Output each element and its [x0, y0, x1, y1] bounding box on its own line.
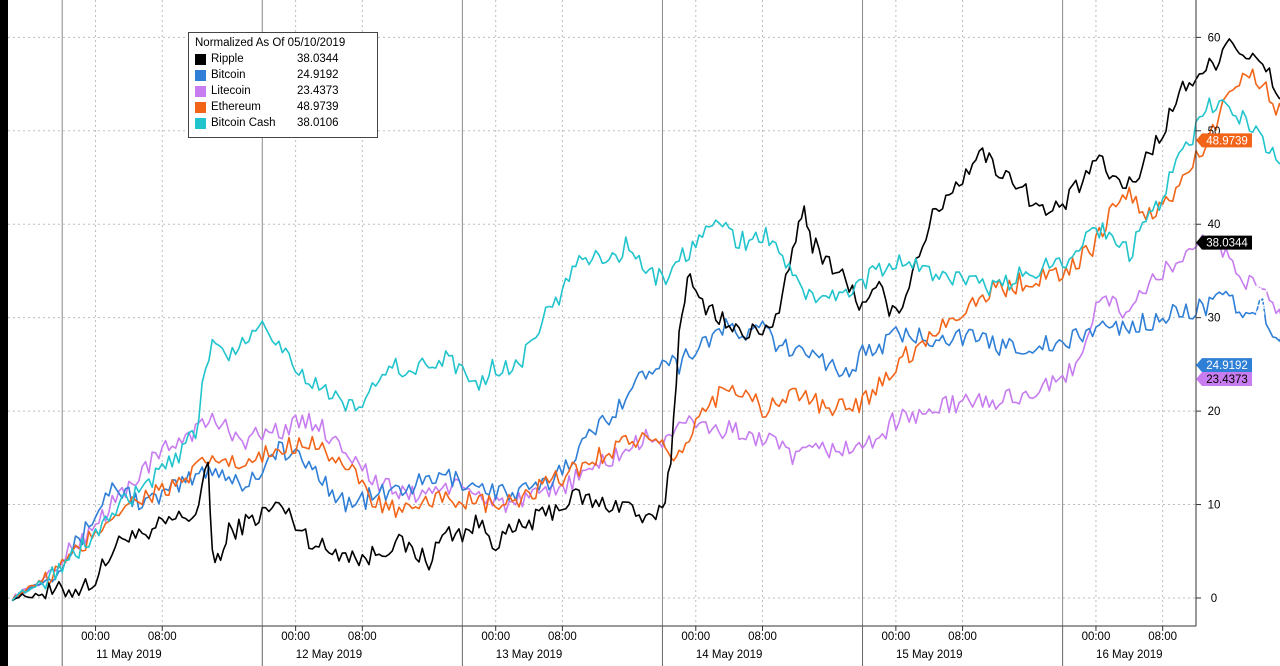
x-time-label: 08:00	[348, 631, 377, 643]
legend-item-bitcoin: Bitcoin 24.9192	[195, 67, 371, 83]
end-labels: 48.9739 38.0344 24.9192 23.4373	[1196, 133, 1252, 386]
legend-item-bitcoin-cash: Bitcoin Cash 38.0106	[195, 115, 371, 131]
legend: Normalized As Of 05/10/2019 Ripple 38.03…	[188, 32, 378, 138]
end-label-box	[1196, 235, 1252, 250]
x-time-label: 00:00	[1082, 631, 1111, 643]
y-tick-label: 10	[1208, 500, 1221, 512]
y-axis-label: Percent	[1252, 284, 1269, 340]
legend-swatch-bitcoin	[195, 69, 206, 81]
legend-item-ethereum: Ethereum 48.9739	[195, 99, 371, 115]
y-tick-label: 20	[1208, 406, 1221, 418]
legend-swatch-bitcoin-cash	[195, 117, 206, 129]
x-time-label: 00:00	[81, 631, 110, 643]
x-time-label: 08:00	[148, 631, 177, 643]
series-line-ripple	[11, 38, 1280, 602]
x-day-label: 15 May 2019	[896, 649, 963, 661]
x-day-label: 14 May 2019	[696, 649, 763, 661]
series-line-litecoin	[11, 234, 1280, 602]
legend-swatch-ripple	[195, 53, 206, 65]
x-day-label: 13 May 2019	[496, 649, 563, 661]
x-axis: 00:00 08:00 11 May 2019 00:00 08:00 12 May 20…	[8, 625, 1196, 666]
y-axis-band	[1196, 0, 1280, 666]
series-line-bitcoin	[11, 290, 1280, 602]
series-line-ethereum	[11, 68, 1280, 602]
legend-value: 23.4373	[297, 85, 339, 97]
x-time-label: 08:00	[948, 631, 977, 643]
legend-name: Bitcoin	[211, 69, 246, 81]
x-time-label: 08:00	[1148, 631, 1177, 643]
end-label-box	[1196, 133, 1252, 148]
x-time-label: 08:00	[548, 631, 577, 643]
y-tick-label: 0	[1211, 593, 1217, 605]
legend-item-litecoin: Litecoin 23.4373	[195, 83, 371, 99]
legend-value: 24.9192	[297, 69, 339, 81]
end-label-value: 38.0344	[1206, 238, 1248, 250]
end-label-box	[1196, 358, 1252, 373]
end-label-box	[1196, 371, 1252, 386]
x-axis-band	[8, 626, 1196, 666]
legend-name: Bitcoin Cash	[211, 117, 276, 129]
x-day-label: 12 May 2019	[296, 649, 363, 661]
x-time-label: 00:00	[481, 631, 510, 643]
end-label-value: 48.9739	[1206, 135, 1248, 147]
series-line-bitcoin-cash	[11, 97, 1280, 602]
legend-name: Litecoin	[211, 85, 251, 97]
x-time-label: 08:00	[748, 631, 777, 643]
x-time-label: 00:00	[881, 631, 910, 643]
plot-area	[8, 0, 1196, 626]
legend-value: 48.9739	[297, 101, 339, 113]
x-day-label: 16 May 2019	[1096, 649, 1163, 661]
grid	[8, 0, 1196, 626]
legend-value: 38.0344	[297, 53, 339, 65]
legend-swatch-litecoin	[195, 85, 206, 97]
y-tick-label: 40	[1208, 219, 1221, 231]
x-time-label: 00:00	[681, 631, 710, 643]
legend-value: 38.0106	[297, 117, 339, 129]
y-tick-label: 30	[1208, 313, 1221, 325]
end-label-value: 23.4373	[1206, 374, 1248, 386]
legend-swatch-ethereum	[195, 101, 206, 113]
legend-name: Ethereum	[211, 101, 261, 113]
legend-name: Ripple	[211, 53, 244, 65]
x-time-label: 00:00	[281, 631, 310, 643]
end-label-value: 24.9192	[1206, 360, 1248, 372]
x-day-label: 11 May 2019	[96, 649, 162, 661]
legend-title: Normalized As Of 05/10/2019	[195, 37, 346, 49]
legend-item-ripple: Ripple 38.0344	[195, 51, 371, 67]
y-tick-label: 60	[1208, 32, 1221, 44]
series-lines	[11, 38, 1280, 602]
